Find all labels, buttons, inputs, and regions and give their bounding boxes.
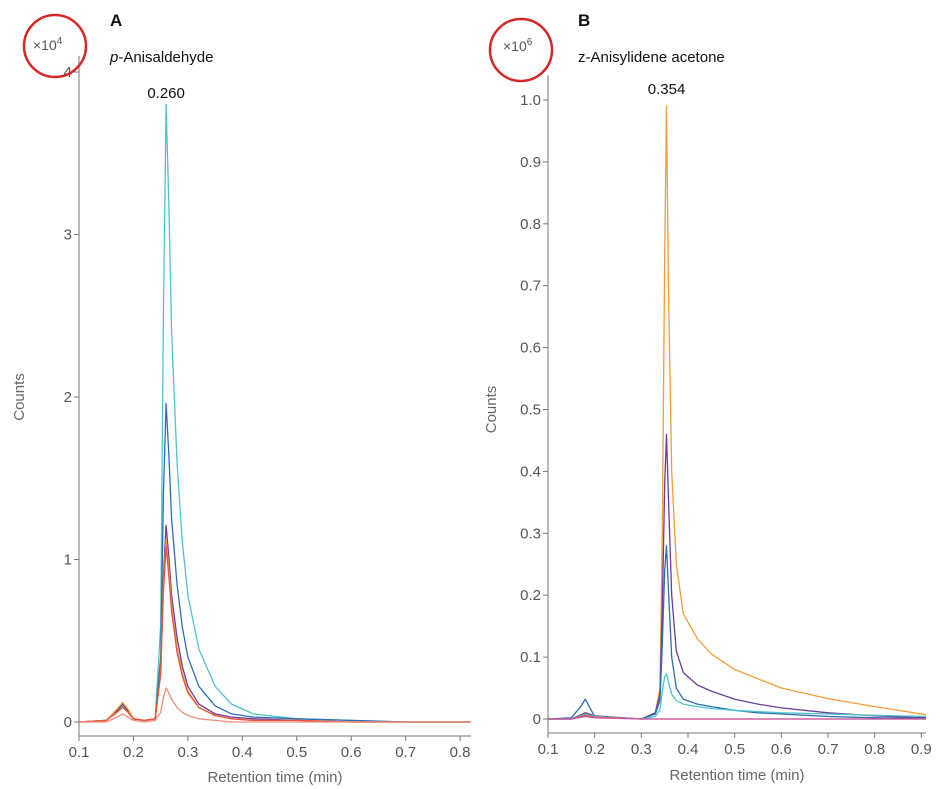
x-tick-label: 0.8 [864, 741, 885, 758]
highlight-circle [488, 17, 554, 83]
compound-name-prefix: p [109, 49, 118, 66]
x-tick-label: 0.5 [286, 744, 307, 761]
y-axis-title: Counts [483, 386, 500, 434]
y-tick-label: 0.8 [520, 216, 541, 233]
series-line-2 [78, 402, 471, 723]
y-multiplier-exponent: 6 [527, 37, 533, 48]
y-tick-label: 0.6 [520, 340, 541, 357]
peak-retention-label: 0.354 [648, 81, 686, 98]
panel-letter: B [578, 11, 590, 30]
compound-name-rest: z-Anisylidene acetone [578, 49, 725, 66]
series-line-2 [548, 433, 927, 720]
series-line-4 [78, 539, 471, 723]
x-tick-label: 0.2 [584, 741, 605, 758]
highlight-circle [22, 13, 88, 79]
x-tick-label: 0.1 [69, 744, 90, 761]
y-tick-label: 0.1 [520, 649, 541, 666]
x-axis-title: Retention time (min) [207, 769, 342, 786]
y-tick-label: 0 [533, 711, 541, 728]
x-tick-label: 0.7 [395, 744, 416, 761]
x-axis-title: Retention time (min) [669, 767, 804, 784]
x-tick-label: 0.4 [678, 741, 699, 758]
peak-retention-label: 0.260 [147, 85, 185, 102]
compound-name: z-Anisylidene acetone [578, 49, 725, 66]
y-tick-label: 0.7 [520, 278, 541, 295]
y-tick-label: 0.3 [520, 525, 541, 542]
x-tick-label: 0.5 [724, 741, 745, 758]
y-tick-label: 2 [64, 389, 72, 406]
y-tick-label: 0 [64, 714, 72, 731]
compound-name-rest: -Anisaldehyde [118, 49, 213, 66]
series-line-6 [548, 715, 926, 720]
series-line-6 [79, 687, 471, 723]
panel-b-chart: 0 0.1 0.2 0.3 0.4 0.5 0.6 0.7 0.8 0.9 1.0 0.1 0.2 0.3… [483, 11, 932, 784]
y-multiplier-base: ×10 [503, 38, 527, 54]
panel-letter: A [110, 11, 122, 30]
y-multiplier-base: ×10 [33, 37, 57, 53]
x-tick-label: 0.8 [450, 744, 471, 761]
x-tick-label: 0.6 [341, 744, 362, 761]
y-tick-label: 0.4 [520, 463, 541, 480]
x-tick-label: 0.7 [818, 741, 839, 758]
y-axis-title: Counts [11, 373, 28, 421]
x-tick-label: 0.3 [631, 741, 652, 758]
x-tick-label: 0.6 [771, 741, 792, 758]
y-tick-label: 3 [64, 227, 72, 244]
panel-a-chart: 0 1 2 3 4 0.1 0.2 0.3 0.4 0.5 0.6 0.7 0.8 Retention t… [11, 11, 471, 786]
series-line-3 [78, 524, 471, 723]
y-tick-label: 0.5 [520, 402, 541, 419]
series-line-3 [547, 545, 927, 720]
y-tick-label: 0.9 [520, 154, 541, 171]
x-tick-label: 0.1 [538, 741, 559, 758]
y-multiplier-label: ×104 [33, 36, 63, 53]
x-tick-label: 0.3 [177, 744, 198, 761]
y-multiplier-exponent: 4 [57, 36, 63, 47]
series-line-1 [548, 105, 927, 720]
x-tick-label: 0.9 [911, 741, 932, 758]
x-tick-label: 0.2 [123, 744, 144, 761]
series-line-1 [78, 103, 471, 723]
y-tick-label: 1 [64, 552, 72, 569]
compound-name: p-Anisaldehyde [109, 49, 213, 66]
x-tick-label: 0.4 [232, 744, 253, 761]
y-multiplier-label: ×106 [503, 37, 533, 54]
series-line-5 [78, 545, 471, 723]
y-tick-label: 0.2 [520, 587, 541, 604]
series-line-4 [548, 673, 927, 720]
y-tick-label: 1.0 [520, 92, 541, 109]
y-tick-label: 4 [64, 64, 72, 81]
